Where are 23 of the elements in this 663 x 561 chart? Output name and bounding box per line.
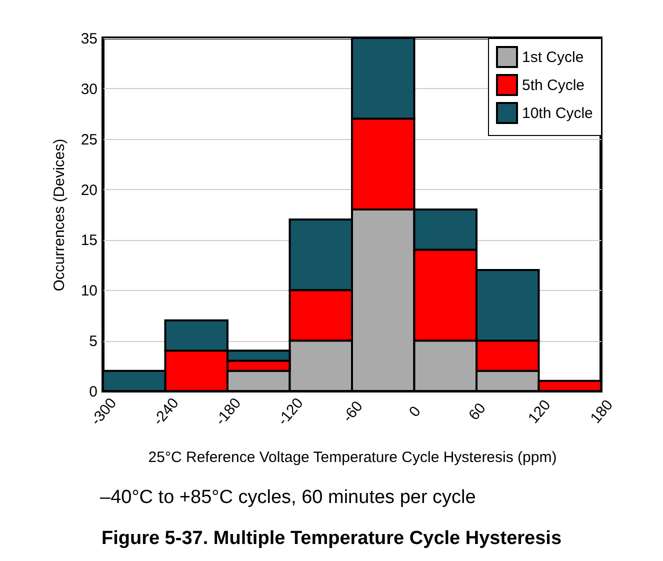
x-tick-label: -120 xyxy=(274,394,307,429)
y-tick-label: 20 xyxy=(80,182,98,199)
x-tick-label: -240 xyxy=(150,394,182,429)
y-tick-label: 10 xyxy=(80,282,98,300)
y-tick-label: 15 xyxy=(80,232,98,250)
x-tick-label: 120 xyxy=(525,396,554,427)
legend-label: 10th Cycle xyxy=(522,105,593,122)
y-axis-title: Occurrences (Devices) xyxy=(50,138,68,292)
y-tick-label: 5 xyxy=(89,333,98,350)
x-axis-title: 25°C Reference Voltage Temperature Cycle Hysteresis (ppm) xyxy=(148,449,557,466)
x-tick-label: 60 xyxy=(466,400,490,424)
x-tick-label: 0 xyxy=(406,403,424,420)
text: –40°C to +85°C cycles, 60 minutes per cycle xyxy=(100,487,476,509)
y-tick-label: 25 xyxy=(80,131,98,148)
legend-label: 5th Cycle xyxy=(522,77,585,94)
x-tick-label: 180 xyxy=(587,396,616,427)
x-tick-label: -180 xyxy=(212,394,245,429)
y-tick-label: 35 xyxy=(80,30,98,48)
y-tick-label: 30 xyxy=(80,80,98,98)
text: Figure 5-37. Multiple Temperature Cycle Hysteresis xyxy=(100,528,563,550)
legend-label: 1st Cycle xyxy=(522,49,584,66)
x-tick-label: -60 xyxy=(339,398,366,426)
y-tick-label: 0 xyxy=(89,384,98,400)
